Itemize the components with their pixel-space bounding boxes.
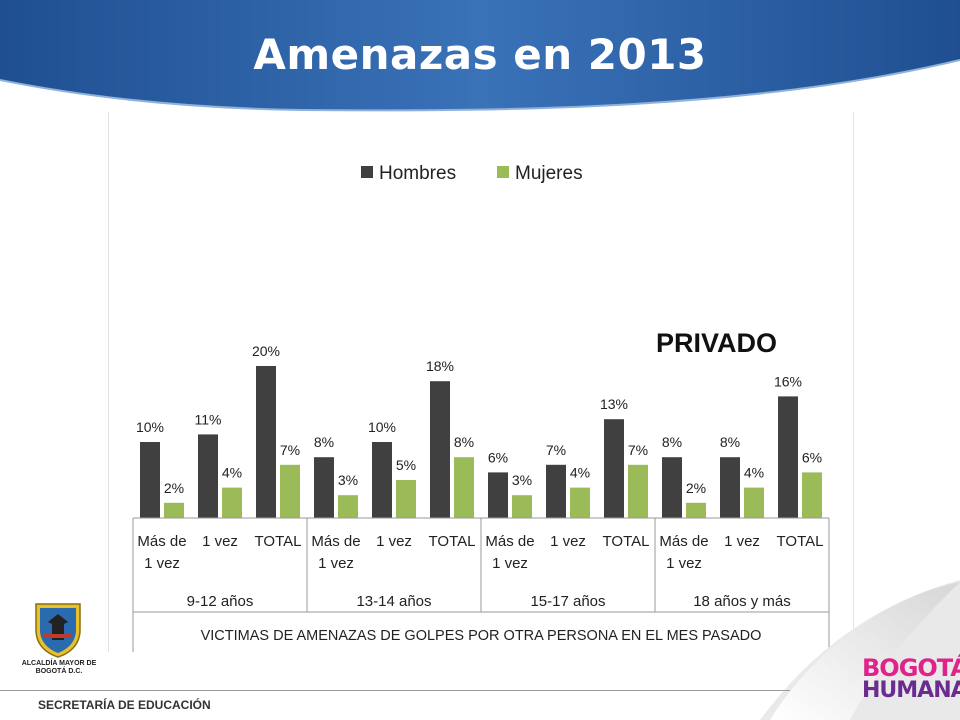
bar-chart: Hombres Mujeres PRIVADO 10% 11% 20% 8% 10% 18% 6%…	[132, 163, 830, 652]
data-label-hombres-6: 6%	[488, 449, 508, 465]
data-label-hombres-9: 8%	[662, 434, 682, 450]
chart-annotation: PRIVADO	[656, 328, 777, 358]
data-label-mujeres-4: 5%	[396, 457, 416, 473]
category-label-2-0: TOTAL	[255, 533, 302, 550]
bogota-crest-logo	[35, 603, 81, 658]
category-label-3-1: 1 vez	[318, 555, 354, 572]
category-label-5-0: TOTAL	[429, 533, 476, 550]
category-label-3-0: Más de	[311, 533, 360, 550]
data-label-mujeres-7: 4%	[570, 465, 590, 481]
bar-hombres-2	[256, 366, 276, 518]
data-label-hombres-4: 10%	[368, 419, 396, 435]
bar-hombres-3	[314, 457, 334, 518]
category-label-7-0: 1 vez	[550, 533, 586, 550]
footer-divider	[0, 690, 790, 691]
x-axis-title: VICTIMAS DE AMENAZAS DE GOLPES POR OTRA …	[201, 628, 762, 644]
bar-mujeres-5	[454, 457, 474, 518]
crest-caption: ALCALDÍA MAYOR DE BOGOTÁ D.C.	[21, 660, 97, 675]
category-label-10-0: 1 vez	[724, 533, 760, 550]
bar-mujeres-7	[570, 487, 590, 518]
data-label-hombres-10: 8%	[720, 434, 740, 450]
data-label-hombres-2: 20%	[252, 343, 280, 359]
header-banner	[0, 0, 960, 112]
legend-swatch-1	[497, 166, 509, 178]
bar-mujeres-10	[744, 487, 764, 518]
bar-hombres-6	[488, 472, 508, 518]
data-label-mujeres-0: 2%	[164, 480, 184, 496]
data-label-hombres-0: 10%	[136, 419, 164, 435]
bar-hombres-1	[198, 434, 218, 518]
data-label-hombres-11: 16%	[774, 373, 802, 389]
bar-hombres-9	[662, 457, 682, 518]
data-label-mujeres-9: 2%	[686, 480, 706, 496]
bar-hombres-4	[372, 442, 392, 518]
group-label-1: 13-14 años	[356, 593, 431, 610]
category-label-1-0: 1 vez	[202, 533, 238, 550]
header-wave	[0, 0, 960, 111]
bar-mujeres-1	[222, 487, 242, 518]
category-label-11-0: TOTAL	[777, 533, 824, 550]
logo-line-2: HUMANA	[862, 678, 960, 703]
data-label-hombres-7: 7%	[546, 442, 566, 458]
bar-mujeres-8	[628, 464, 648, 518]
bar-hombres-5	[430, 381, 450, 518]
bar-mujeres-0	[164, 502, 184, 518]
data-label-mujeres-5: 8%	[454, 434, 474, 450]
bar-mujeres-3	[338, 495, 358, 518]
data-label-mujeres-10: 4%	[744, 465, 764, 481]
bogota-humana-logo: BOGOTÁ HUMANA	[862, 654, 960, 703]
bar-mujeres-9	[686, 502, 706, 518]
bar-hombres-11	[778, 396, 798, 518]
category-label-9-0: Más de	[659, 533, 708, 550]
legend-swatch-0	[361, 166, 373, 178]
logo-line-1: BOGOTÁ	[862, 654, 960, 682]
group-label-2: 15-17 años	[530, 593, 605, 610]
chart-area: Hombres Mujeres PRIVADO 10% 11% 20% 8% 10% 18% 6%…	[108, 112, 854, 652]
category-label-4-0: 1 vez	[376, 533, 412, 550]
data-label-hombres-5: 18%	[426, 358, 454, 374]
page-curl-decoration	[760, 580, 960, 720]
slide-title: Amenazas en 2013	[253, 30, 707, 79]
group-label-3: 18 años y más	[693, 593, 791, 610]
category-label-6-1: 1 vez	[492, 555, 528, 572]
legend-label-1: Mujeres	[515, 163, 583, 184]
data-label-mujeres-2: 7%	[280, 442, 300, 458]
data-label-hombres-8: 13%	[600, 396, 628, 412]
legend-label-0: Hombres	[379, 163, 456, 184]
bar-mujeres-6	[512, 495, 532, 518]
bar-mujeres-2	[280, 464, 300, 518]
data-label-mujeres-8: 7%	[628, 442, 648, 458]
bar-hombres-8	[604, 419, 624, 518]
data-label-hombres-1: 11%	[195, 411, 222, 427]
group-label-0: 9-12 años	[187, 593, 254, 610]
bar-hombres-7	[546, 464, 566, 518]
bar-mujeres-4	[396, 480, 416, 518]
category-label-6-0: Más de	[485, 533, 534, 550]
data-label-mujeres-3: 3%	[338, 472, 358, 488]
bar-hombres-10	[720, 457, 740, 518]
header-wave-line	[0, 59, 960, 112]
category-label-0-1: 1 vez	[144, 555, 180, 572]
category-label-9-1: 1 vez	[666, 555, 702, 572]
data-label-mujeres-11: 6%	[802, 449, 822, 465]
data-label-mujeres-6: 3%	[512, 472, 532, 488]
data-label-mujeres-1: 4%	[222, 465, 242, 481]
footer-department: SECRETARÍA DE EDUCACIÓN	[38, 698, 211, 712]
data-label-hombres-3: 8%	[314, 434, 334, 450]
category-label-0-0: Más de	[137, 533, 186, 550]
bar-mujeres-11	[802, 472, 822, 518]
category-label-8-0: TOTAL	[603, 533, 650, 550]
bar-hombres-0	[140, 442, 160, 518]
